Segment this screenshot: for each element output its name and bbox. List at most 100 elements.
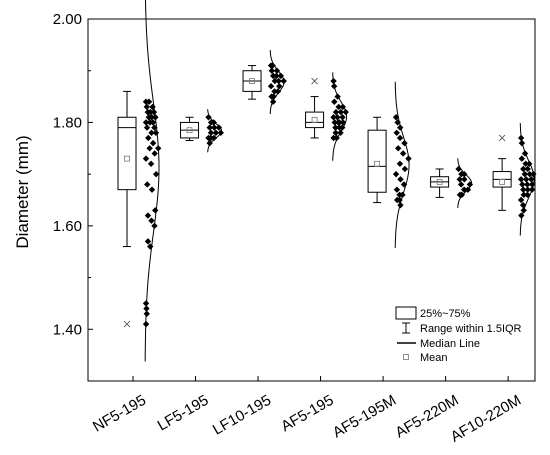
data-point <box>336 124 343 131</box>
data-point <box>335 103 342 111</box>
data-point <box>396 196 403 204</box>
data-point <box>148 129 155 136</box>
data-point <box>143 103 151 111</box>
data-point <box>518 155 526 162</box>
data-point <box>393 129 400 136</box>
data-point <box>267 83 275 90</box>
mean-marker <box>374 160 380 167</box>
data-point <box>342 108 349 116</box>
data-point <box>273 72 280 80</box>
data-point <box>339 114 346 121</box>
data-point <box>526 160 533 167</box>
data-point <box>144 108 151 116</box>
data-point <box>331 119 338 126</box>
data-point <box>339 103 346 111</box>
y-axis-label: Diameter (mm) <box>13 135 32 248</box>
data-point <box>269 62 276 69</box>
data-point <box>152 114 159 121</box>
data-point <box>217 129 224 136</box>
data-point <box>215 124 223 131</box>
data-point <box>334 93 341 100</box>
data-point <box>271 77 279 85</box>
data-point <box>524 191 531 199</box>
data-point <box>270 93 277 100</box>
data-point <box>143 305 150 312</box>
data-point <box>145 114 153 121</box>
data-point <box>336 119 343 126</box>
box-group <box>305 72 349 161</box>
data-point <box>393 186 401 193</box>
y-tick-label: 2.00 <box>53 11 82 28</box>
mean-marker <box>124 155 130 162</box>
data-point <box>151 150 158 157</box>
data-point <box>520 165 527 173</box>
distribution-curve <box>394 81 410 248</box>
data-point <box>399 191 406 199</box>
outlier-marker <box>123 320 131 328</box>
data-point <box>154 145 162 152</box>
data-point <box>518 212 525 219</box>
data-point <box>466 181 474 188</box>
data-point <box>520 191 528 199</box>
legend-median-label: Median Line <box>420 338 480 350</box>
data-point <box>143 310 150 317</box>
data-point <box>269 98 277 105</box>
data-point <box>524 181 531 188</box>
data-point <box>334 114 341 121</box>
data-point <box>394 119 401 126</box>
box-series <box>117 0 537 362</box>
legend-whisker-swatch <box>402 322 410 334</box>
data-point <box>521 170 528 178</box>
data-point <box>148 186 156 193</box>
outlier-marker <box>498 134 506 142</box>
y-tick-label: 1.80 <box>53 114 82 131</box>
data-point <box>151 124 158 131</box>
box-iqr <box>117 116 137 191</box>
data-point <box>149 139 157 147</box>
outlier-marker <box>311 77 318 85</box>
data-point <box>401 139 408 147</box>
data-point <box>144 238 152 245</box>
data-point <box>401 165 409 173</box>
data-point <box>206 124 213 131</box>
data-point <box>458 191 466 199</box>
box-group <box>367 81 412 248</box>
x-tick-label: AF5-195M <box>330 392 399 442</box>
data-point <box>275 77 282 85</box>
data-point <box>210 119 217 126</box>
data-point <box>142 320 150 328</box>
data-point <box>519 181 526 188</box>
y-tick-label: 1.60 <box>53 218 82 235</box>
data-point <box>392 170 400 178</box>
data-point <box>146 119 154 126</box>
data-point <box>457 181 465 188</box>
data-point <box>205 134 212 142</box>
box-group <box>117 0 162 362</box>
data-point <box>330 134 337 142</box>
data-point <box>148 217 155 224</box>
mean-marker <box>186 127 193 134</box>
x-tick-label: LF5-195 <box>155 392 212 435</box>
mean-marker <box>311 116 318 123</box>
data-point <box>524 165 531 173</box>
data-point <box>332 129 339 136</box>
data-point <box>528 181 536 188</box>
legend-mean-label: Mean <box>420 352 448 364</box>
data-point <box>271 88 278 95</box>
x-tick-label: AF10-220M <box>448 392 524 446</box>
legend-box-label: 25%~75% <box>420 308 471 320</box>
data-point <box>270 72 277 80</box>
data-point <box>142 300 150 307</box>
data-point <box>397 124 404 131</box>
data-point <box>268 67 275 74</box>
data-point <box>517 196 525 204</box>
data-point <box>337 129 344 136</box>
data-point <box>273 67 281 74</box>
data-point <box>337 108 345 116</box>
data-point <box>142 119 150 126</box>
data-point <box>405 155 412 162</box>
box-group <box>180 109 224 153</box>
y-axis: 1.40 1.60 1.80 2.00 <box>53 11 93 382</box>
data-point <box>152 207 159 214</box>
